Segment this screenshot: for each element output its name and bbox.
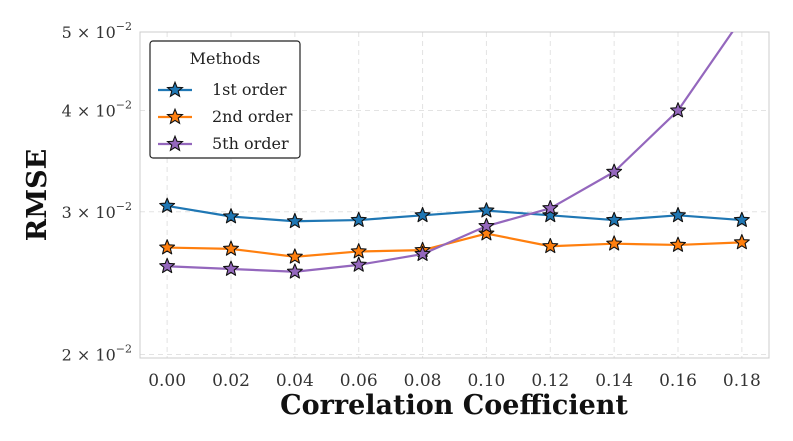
x-tick-label: 0.08: [404, 371, 442, 391]
series-layer: [159, 10, 750, 279]
legend: Methods 1st order 2nd order 5th order: [149, 40, 301, 159]
legend-item: 1st order: [158, 80, 287, 99]
x-tick-label: 0.16: [659, 371, 697, 391]
data-point: [223, 208, 239, 224]
legend-item: 2nd order: [158, 107, 293, 126]
data-point: [733, 234, 750, 250]
x-tick-label: 0.02: [212, 371, 250, 391]
data-point: [286, 263, 303, 279]
x-tick-label: 0.12: [531, 371, 569, 391]
x-tick-label: 0.00: [148, 371, 186, 391]
x-tick-label: 0.18: [723, 371, 761, 391]
legend-box: [149, 40, 301, 159]
data-point: [670, 102, 686, 118]
y-tick-label: 3 × 10−2: [62, 200, 132, 222]
data-point: [159, 197, 176, 213]
data-point: [286, 248, 303, 264]
y-tick-label: 4 × 10−2: [62, 99, 132, 121]
series-line: [167, 32, 734, 273]
data-point: [606, 163, 623, 179]
data-point: [414, 245, 431, 261]
plot-frame: [139, 31, 770, 359]
data-point: [159, 257, 176, 274]
data-point: [606, 211, 623, 227]
data-point: [478, 202, 495, 218]
legend-swatch-marker: [166, 134, 184, 152]
data-point: [414, 206, 431, 223]
data-point: [478, 225, 495, 241]
data-point: [606, 235, 623, 251]
legend-label: 1st order: [212, 80, 287, 99]
data-point: [350, 256, 367, 272]
data-point: [733, 211, 750, 227]
data-point: [159, 239, 176, 255]
data-point: [542, 237, 559, 254]
x-tick-label: 0.14: [595, 371, 633, 391]
legend-label: 2nd order: [212, 107, 293, 126]
data-point: [286, 212, 303, 229]
data-point: [223, 260, 239, 276]
y-tick-label: 2 × 10−2: [62, 342, 132, 364]
series-2nd-order: [159, 225, 750, 264]
data-point: [670, 206, 686, 223]
data-point: [542, 199, 559, 216]
data-point: [478, 217, 495, 233]
x-tick-label: 0.10: [467, 371, 505, 391]
y-tick-labels: 2 × 10−2 3 × 10−2 4 × 10−2 5 × 10−2: [62, 20, 132, 364]
x-axis-title: Correlation Coefficient: [280, 390, 628, 421]
data-point: [542, 206, 559, 223]
legend-swatch-marker: [166, 107, 184, 125]
data-point: [223, 240, 239, 256]
data-point: [350, 243, 367, 259]
series-line: [167, 232, 742, 258]
data-point: [734, 10, 749, 24]
data-point: [350, 211, 367, 227]
legend-label: 5th order: [212, 134, 289, 153]
x-tick-label: 0.04: [276, 371, 314, 391]
legend-items: 1st order 2nd order 5th order: [158, 80, 293, 153]
legend-item: 5th order: [158, 134, 289, 153]
series-5th-order: [159, 10, 749, 279]
series-line: [166, 204, 742, 223]
data-point: [670, 236, 686, 252]
series-1st-order: [159, 197, 750, 229]
x-tick-label: 0.06: [340, 371, 378, 391]
legend-title: Methods: [190, 49, 261, 68]
y-axis-title: RMSE: [22, 149, 53, 241]
legend-swatch-marker: [166, 80, 184, 98]
x-tick-labels: 0.00 0.02 0.04 0.06 0.08 0.10 0.12 0.14 0.16 0.18: [148, 371, 761, 391]
y-tick-label: 5 × 10−2: [62, 20, 132, 42]
